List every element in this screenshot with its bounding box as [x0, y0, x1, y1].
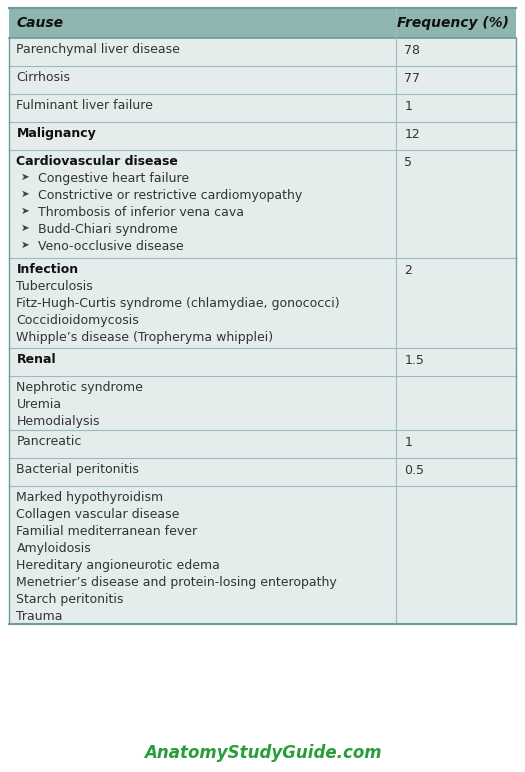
Bar: [9, 38, 516, 66]
Text: Starch peritonitis: Starch peritonitis: [16, 593, 124, 606]
Text: Collagen vascular disease: Collagen vascular disease: [16, 508, 180, 521]
Text: 1: 1: [404, 100, 412, 113]
Text: Cirrhosis: Cirrhosis: [16, 71, 70, 84]
Text: 5: 5: [404, 156, 412, 169]
Text: Cardiovascular disease: Cardiovascular disease: [16, 155, 179, 168]
Text: Coccidioidomycosis: Coccidioidomycosis: [16, 314, 139, 327]
Text: Fitz-Hugh-Curtis syndrome (chlamydiae, gonococci): Fitz-Hugh-Curtis syndrome (chlamydiae, g…: [16, 297, 340, 310]
Text: Marked hypothyroidism: Marked hypothyroidism: [16, 491, 164, 504]
Text: Whipple’s disease (Tropheryma whipplei): Whipple’s disease (Tropheryma whipplei): [16, 331, 274, 344]
Text: Familial mediterranean fever: Familial mediterranean fever: [16, 525, 197, 538]
Text: Veno-occlusive disease: Veno-occlusive disease: [38, 240, 184, 253]
Bar: [9, 94, 516, 122]
Text: Budd-Chiari syndrome: Budd-Chiari syndrome: [38, 223, 178, 236]
Text: Bacterial peritonitis: Bacterial peritonitis: [16, 463, 139, 476]
Bar: [9, 376, 516, 430]
Text: AnatomyStudyGuide.com: AnatomyStudyGuide.com: [144, 744, 381, 762]
Text: Uremia: Uremia: [16, 398, 61, 411]
Text: 78: 78: [404, 44, 421, 57]
Text: 1.5: 1.5: [404, 354, 424, 367]
Bar: [9, 430, 516, 458]
Text: Congestive heart failure: Congestive heart failure: [38, 172, 190, 185]
Text: 12: 12: [404, 128, 420, 141]
Text: Constrictive or restrictive cardiomyopathy: Constrictive or restrictive cardiomyopat…: [38, 189, 303, 202]
Text: Hemodialysis: Hemodialysis: [16, 415, 100, 428]
Text: Thrombosis of inferior vena cava: Thrombosis of inferior vena cava: [38, 206, 245, 219]
Text: Renal: Renal: [16, 353, 56, 366]
Text: ➤: ➤: [20, 206, 29, 216]
Text: Frequency (%): Frequency (%): [396, 16, 509, 30]
Text: Infection: Infection: [16, 263, 79, 276]
Bar: [9, 486, 516, 624]
Text: Parenchymal liver disease: Parenchymal liver disease: [16, 43, 180, 56]
Bar: [9, 258, 516, 348]
Text: ➤: ➤: [20, 172, 29, 182]
Bar: [9, 8, 516, 38]
Bar: [9, 122, 516, 150]
Text: ➤: ➤: [20, 240, 29, 250]
Text: 0.5: 0.5: [404, 464, 424, 477]
Text: 2: 2: [404, 264, 412, 277]
Bar: [9, 348, 516, 376]
Text: Trauma: Trauma: [16, 610, 63, 623]
Text: Hereditary angioneurotic edema: Hereditary angioneurotic edema: [16, 559, 220, 572]
Text: Fulminant liver failure: Fulminant liver failure: [16, 99, 153, 112]
Text: Pancreatic: Pancreatic: [16, 435, 82, 448]
Text: Amyloidosis: Amyloidosis: [16, 542, 91, 555]
Bar: [9, 66, 516, 94]
Bar: [9, 150, 516, 258]
Bar: [9, 458, 516, 486]
Text: ➤: ➤: [20, 189, 29, 199]
Text: Malignancy: Malignancy: [16, 127, 96, 140]
Text: Nephrotic syndrome: Nephrotic syndrome: [16, 381, 143, 394]
Text: ➤: ➤: [20, 223, 29, 233]
Text: Menetrier’s disease and protein-losing enteropathy: Menetrier’s disease and protein-losing e…: [16, 576, 337, 589]
Text: Tuberculosis: Tuberculosis: [16, 280, 93, 293]
Text: 1: 1: [404, 436, 412, 449]
Text: Cause: Cause: [16, 16, 64, 30]
Text: 77: 77: [404, 72, 421, 85]
